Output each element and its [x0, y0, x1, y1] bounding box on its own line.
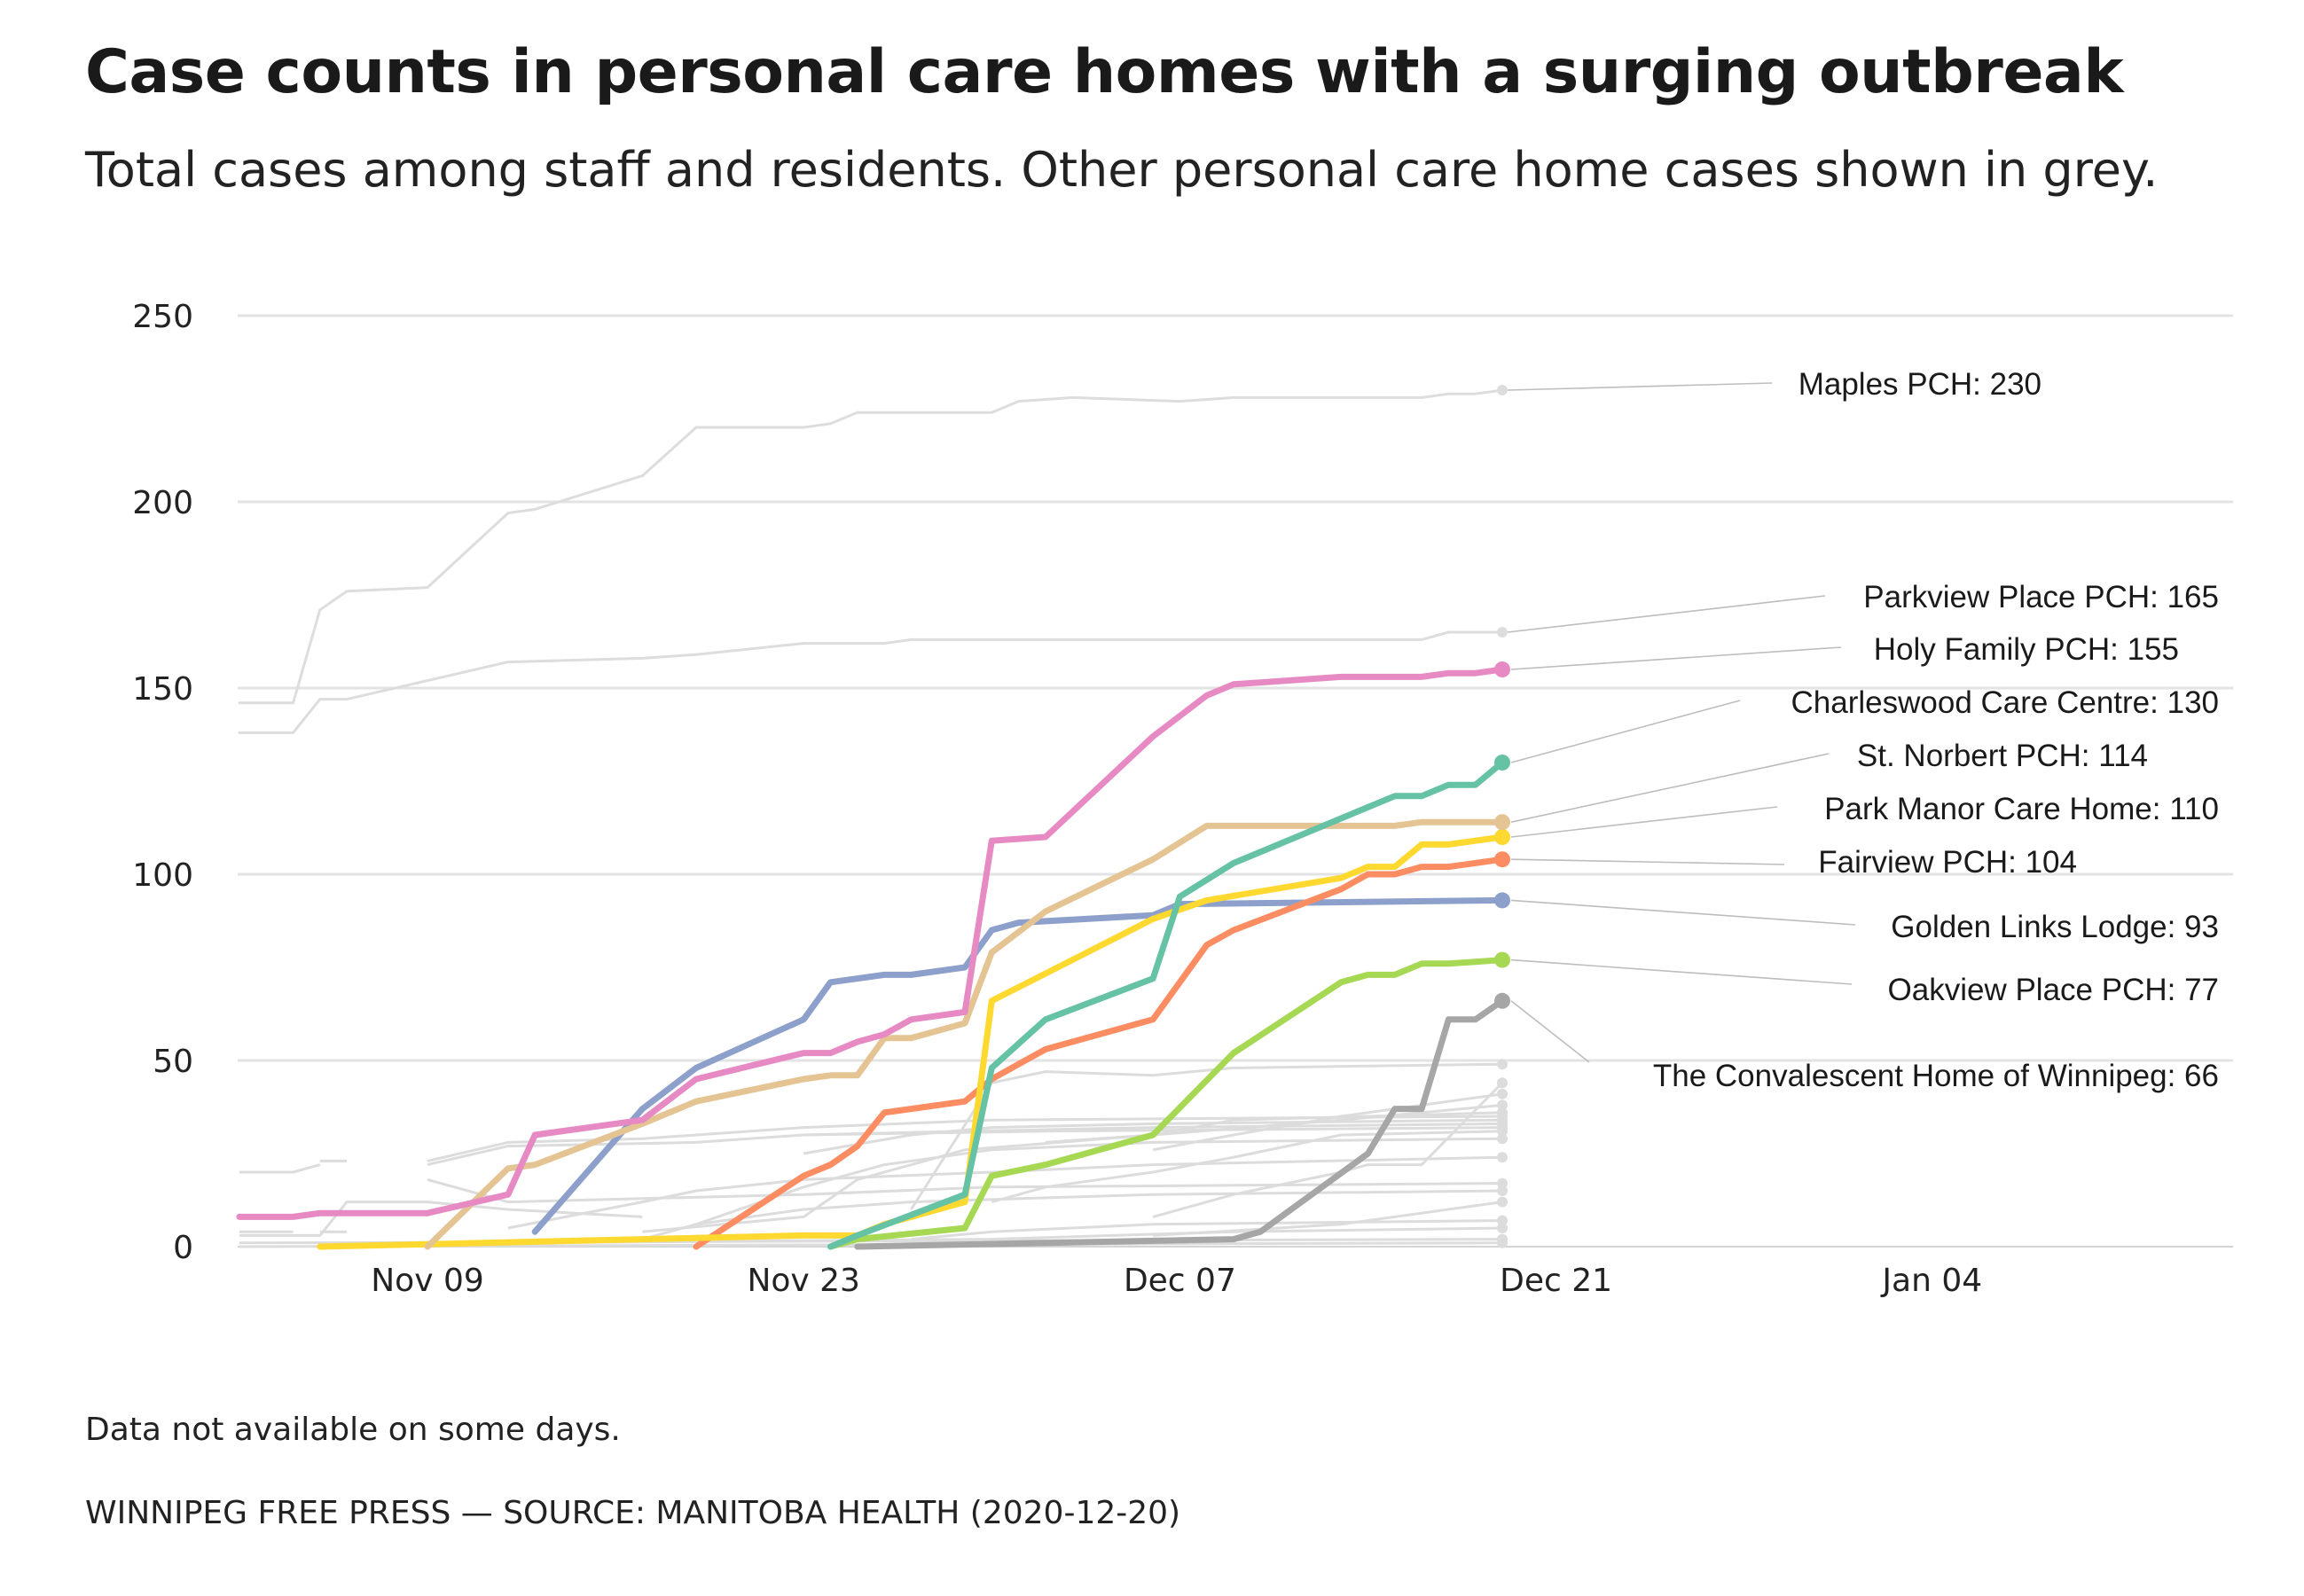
- other-home-line: [239, 1163, 321, 1174]
- series-label-fairview-pch: Fairview PCH: 104: [1818, 845, 2077, 880]
- series-label-golden-links-lodge: Golden Links Lodge: 93: [1891, 910, 2219, 944]
- y-tick-label: 100: [132, 857, 193, 894]
- y-tick-label: 250: [132, 299, 193, 335]
- x-axis: Nov 09 Nov 23 Dec 07 Dec 21 Jan 04: [371, 1263, 1982, 1299]
- other-home-end-dot: [1497, 1177, 1508, 1189]
- series-end-dot-oakview-place-pch: [1494, 951, 1510, 968]
- label-connector-golden-links-lodge: [1510, 899, 1856, 926]
- other-home-end-dot: [1497, 1099, 1508, 1111]
- label-connector-park-manor-care-home: [1510, 806, 1778, 838]
- series-line-maples-pch: [238, 388, 1504, 705]
- series-end-dot-fairview-pch: [1494, 851, 1510, 868]
- other-home-line: [239, 1201, 643, 1237]
- other-home-line: [911, 1219, 1503, 1241]
- other-home-line: [991, 1130, 1503, 1204]
- x-tick-label: Nov 09: [371, 1263, 484, 1299]
- other-home-line: [695, 1137, 1503, 1226]
- other-homes-grey-lines: [238, 385, 1508, 1248]
- other-home-end-dot: [1497, 1077, 1508, 1089]
- other-home-line: [803, 1118, 1503, 1155]
- series-label-park-manor-care-home: Park Manor Care Home: 110: [1824, 792, 2219, 826]
- series-label-parkview-place-pch: Parkview Place PCH: 165: [1863, 580, 2219, 614]
- data-note: Data not available on some days.: [85, 1412, 621, 1448]
- other-home-end-dot: [1497, 1237, 1508, 1248]
- y-tick-label: 50: [153, 1044, 193, 1080]
- y-tick-label: 0: [173, 1230, 193, 1266]
- label-connector-holy-family-pch: [1510, 646, 1842, 670]
- series-label-maples-pch: Maples PCH: 230: [1799, 367, 2041, 402]
- other-home-line: [1152, 1082, 1504, 1218]
- other-home-end-dot: [1497, 1152, 1508, 1163]
- series-line-oakview-place-pch: [827, 957, 1506, 1250]
- other-home-end-dot: [1497, 1215, 1508, 1226]
- other-home-end-dot: [1497, 1133, 1508, 1145]
- series-line-fairview-pch: [693, 856, 1506, 1250]
- x-tick-label: Dec 21: [1500, 1263, 1612, 1299]
- series-end-dot-holy-family-pch: [1494, 661, 1510, 677]
- label-connector-charleswood-care-centre: [1510, 700, 1741, 763]
- other-home-line: [427, 1115, 1503, 1162]
- series-end-dot-maples-pch: [1497, 385, 1508, 395]
- series-line-holy-family-pch: [236, 666, 1506, 1220]
- y-tick-label: 200: [132, 485, 193, 521]
- label-connector-fairview-pch: [1510, 858, 1785, 865]
- series-line-st-norbert-pch: [424, 818, 1506, 1250]
- other-home-line: [642, 1111, 1503, 1233]
- other-home-end-dot: [1497, 1107, 1508, 1118]
- other-home-end-dot: [1497, 1223, 1508, 1233]
- label-connector-st-norbert-pch: [1510, 753, 1830, 823]
- series-labels: Maples PCH: 230 Parkview Place PCH: 165 Th…: [1653, 367, 2219, 1093]
- series-line-the-convalescent-home-of-winnipeg: [854, 998, 1506, 1250]
- x-tick-label: Jan 04: [1880, 1263, 1982, 1299]
- series-end-dot-parkview-place-pch: [1497, 627, 1508, 638]
- label-connector-maples-pch: [1507, 382, 1773, 391]
- label-connector-oakview-place-pch: [1510, 958, 1853, 985]
- other-home-line: [507, 1155, 1503, 1230]
- label-connectors: [1507, 382, 1856, 1063]
- series-end-dot-the-convalescent-home-of-winnipeg: [1494, 992, 1510, 1009]
- series-end-dot-charleswood-care-centre: [1494, 755, 1510, 771]
- gridlines: [238, 314, 2233, 1248]
- other-home-end-dot: [1497, 1059, 1508, 1070]
- other-home-end-dot: [1497, 1185, 1508, 1196]
- other-home-end-dot: [1497, 1118, 1508, 1130]
- series-line-parkview-place-pch: [238, 630, 1504, 734]
- chart-title: Case counts in personal care homes with …: [85, 37, 2124, 107]
- x-tick-label: Nov 23: [747, 1263, 860, 1299]
- series-label-the-convalescent-home-of-winnipeg: The Convalescent Home of Winnipeg: 66: [1653, 1059, 2219, 1093]
- label-connector-parkview-place-pch: [1507, 595, 1826, 633]
- other-home-end-dot: [1497, 1125, 1508, 1137]
- other-home-line: [803, 1122, 1503, 1137]
- series-label-st-norbert-pch: St. Norbert PCH: 114: [1857, 739, 2148, 773]
- label-connector-the-convalescent-home-of-winnipeg: [1510, 1000, 1590, 1063]
- series-line-charleswood-care-centre: [827, 759, 1506, 1250]
- series-label-holy-family-pch: Holy Family PCH: 155: [1874, 632, 2179, 667]
- series-line-golden-links-lodge: [531, 896, 1506, 1235]
- y-axis: 0 50 100 150 200 250: [132, 299, 193, 1266]
- series-end-dot-park-manor-care-home: [1494, 829, 1510, 845]
- other-home-line: [427, 1126, 1503, 1167]
- other-home-line: [1153, 1201, 1503, 1237]
- series-label-charleswood-care-centre: Charleswood Care Centre: 130: [1791, 685, 2219, 720]
- other-home-end-dot: [1497, 1196, 1508, 1208]
- x-tick-label: Dec 07: [1124, 1263, 1236, 1299]
- y-tick-label: 150: [132, 671, 193, 708]
- series-lines: [236, 661, 1510, 1250]
- series-end-dot-st-norbert-pch: [1494, 814, 1510, 831]
- series-end-dot-golden-links-lodge: [1494, 892, 1510, 909]
- other-home-end-dot: [1497, 1088, 1508, 1099]
- series-label-oakview-place-pch: Oakview Place PCH: 77: [1888, 973, 2219, 1007]
- chart-subtitle: Total cases among staff and residents. O…: [85, 142, 2159, 198]
- other-home-line: [1045, 1103, 1503, 1144]
- source-credit: WINNIPEG FREE PRESS — SOURCE: MANITOBA H…: [85, 1495, 1181, 1531]
